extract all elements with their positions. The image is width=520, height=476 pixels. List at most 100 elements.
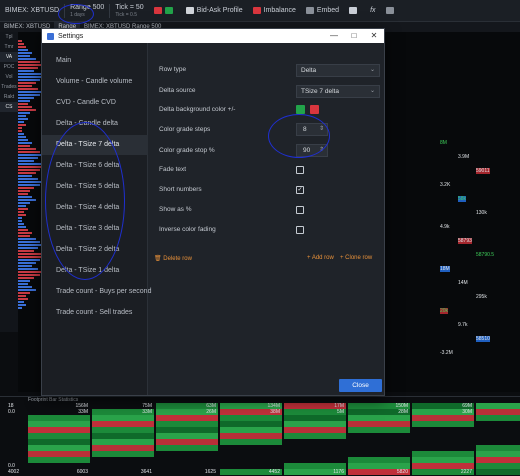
rail-item[interactable]: Tmr [4,44,14,50]
profile-bar [18,241,40,243]
tab-chart-title[interactable]: BIMEX: XBTUSD Range 500 [84,24,162,30]
maximize-icon[interactable]: □ [351,31,357,40]
embed-button[interactable]: Embed [301,0,344,22]
stat-cell: 5820 [348,469,410,475]
rail-item[interactable]: Trades [1,84,17,90]
rail-item[interactable]: Rakt [3,94,15,100]
profile-bar [18,121,24,123]
symbol-selector[interactable]: BIMEX: XBTUSD [0,0,64,22]
tab-symbol[interactable]: BIMEX: XBTUSD [4,24,51,30]
stat-cell [156,421,218,427]
profile-bar [18,106,32,108]
footprint-label: 58k [458,196,467,202]
delta-source-select[interactable]: TSize 7 delta ⌄ [296,85,380,98]
stat-cell: 5M [284,409,346,415]
template-button[interactable] [381,0,402,22]
statistics-header: Footprint Bar Statistics [28,397,79,403]
stat-cell [476,457,520,463]
sidebar-item[interactable]: CVD - Candle CVD [56,99,116,106]
stat-cell [284,463,346,469]
stat-cell [28,439,90,445]
profile-bar [18,292,30,294]
grid-button[interactable] [344,0,365,22]
positive-color-swatch[interactable] [296,105,305,114]
delete-row-label: Delete row [163,256,192,262]
imbalance-button[interactable]: Imbalance [248,0,301,22]
stat-cell [476,415,520,421]
profile-bar [18,109,36,111]
stat-cell [28,433,90,439]
profile-bar [18,55,30,57]
close-button[interactable]: Close [339,379,382,392]
profile-bar [18,154,44,156]
profile-bar [18,94,40,96]
profile-bar [18,211,24,213]
profile-bar [18,178,38,180]
profile-bar [18,43,24,45]
tick-label: Tick = 50 [115,3,144,11]
footprint-label: 9.7k [458,322,468,328]
footprint-label: 295k [476,294,487,300]
rail-item[interactable]: Vol [5,74,13,80]
sidebar-item[interactable]: Main [56,57,72,64]
stat-cell: 3641 [140,469,152,475]
rail-item[interactable]: POC [3,64,15,70]
minimize-icon[interactable]: — [330,31,338,40]
stat-cell [156,427,218,433]
profile-bar [18,262,36,264]
profile-bar [18,274,40,276]
fade-text-checkbox[interactable] [296,166,304,174]
profile-bar [18,151,40,153]
profile-bar [18,265,32,267]
tick-selector[interactable]: Tick = 50 Tick = 0.5 [110,0,148,22]
row-type-select[interactable]: Delta ⌄ [296,64,380,77]
chart-type-icons[interactable] [149,0,181,22]
inverse-fading-checkbox[interactable] [296,226,304,234]
negative-color-swatch[interactable] [310,105,319,114]
row-type-label: Row type [159,66,187,73]
delete-icon: 🗑 [154,256,162,262]
profile-bar [18,196,32,198]
stat-cell [92,433,154,439]
embed-icon [305,7,314,14]
delta-source-label: Delta source [159,87,196,94]
rail-item[interactable]: VA [0,52,18,62]
stat-cell [284,415,346,421]
profile-bar [18,115,26,117]
bid-ask-profile-button[interactable]: Bid-Ask Profile [181,0,248,22]
sidebar-item[interactable]: Volume - Candle volume [56,78,133,85]
stat-cell [220,415,282,421]
dialog-titlebar[interactable]: Settings — □ ✕ [42,29,384,43]
profile-bar [18,145,30,147]
stat-cell [92,415,154,421]
close-icon[interactable]: ✕ [370,31,378,40]
profile-bar [18,295,26,297]
profile-bar [18,82,36,84]
stat-cell: 26M [156,409,218,415]
delete-row-button[interactable]: 🗑 Delete row [154,255,192,262]
short-numbers-checkbox[interactable]: ✓ [296,186,304,194]
tab-range[interactable]: Range [54,22,81,32]
sidebar-item[interactable]: Trade count - Sell trades [56,309,133,316]
profile-bar [18,91,44,93]
rail-item[interactable]: Tpl [5,34,13,40]
stat-cell [412,457,474,463]
stat-cell: 28M [348,409,410,415]
row-properties: Row type Delta ⌄ Delta source TSize 7 de… [149,43,384,395]
sidebar-item[interactable]: Trade count - Buys per second [56,288,152,295]
stat-cell: 33M [92,409,154,415]
profile-bar [18,250,34,252]
stat-cell [28,457,90,463]
fx-button[interactable]: fx [365,0,380,22]
stat-cell [348,421,410,427]
delta-bg-color-label: Delta background color +/- [159,106,236,113]
stat-row-label: 0.0 [8,463,15,469]
stat-cell [476,463,520,469]
profile-bar [18,136,26,138]
rail-item[interactable]: CS [0,102,18,112]
show-as-percent-checkbox[interactable] [296,206,304,214]
clone-row-button[interactable]: + Clone row [340,255,373,261]
stat-cell [156,439,218,445]
add-row-button[interactable]: + Add row [307,255,334,261]
profile-bar [18,280,30,282]
